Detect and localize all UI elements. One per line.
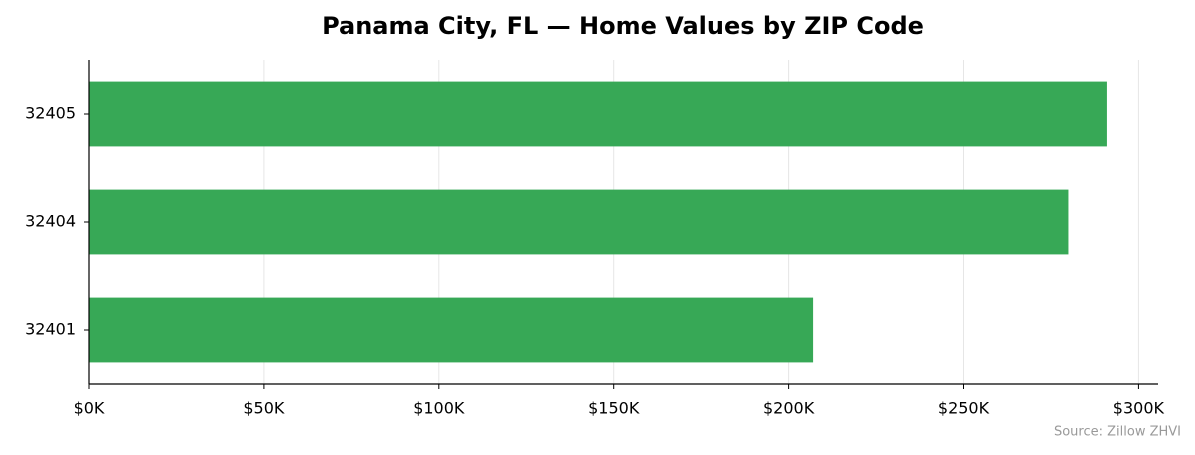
x-tick-label: $100K bbox=[413, 399, 465, 418]
x-tick-label: $0K bbox=[74, 399, 105, 418]
y-tick-label: 32404 bbox=[25, 212, 76, 231]
bar bbox=[89, 297, 814, 363]
x-tick-label: $300K bbox=[1113, 399, 1165, 418]
y-tick-label: 32401 bbox=[25, 320, 76, 339]
x-tick-label: $50K bbox=[243, 399, 285, 418]
x-tick-label: $200K bbox=[763, 399, 815, 418]
bar bbox=[89, 81, 1107, 147]
bar bbox=[89, 189, 1069, 255]
chart-title: Panama City, FL — Home Values by ZIP Cod… bbox=[322, 12, 924, 40]
x-tick-label: $150K bbox=[588, 399, 640, 418]
source-note: Source: Zillow ZHVI bbox=[1054, 425, 1181, 440]
y-tick-label: 32405 bbox=[25, 104, 76, 123]
x-tick-label: $250K bbox=[938, 399, 990, 418]
